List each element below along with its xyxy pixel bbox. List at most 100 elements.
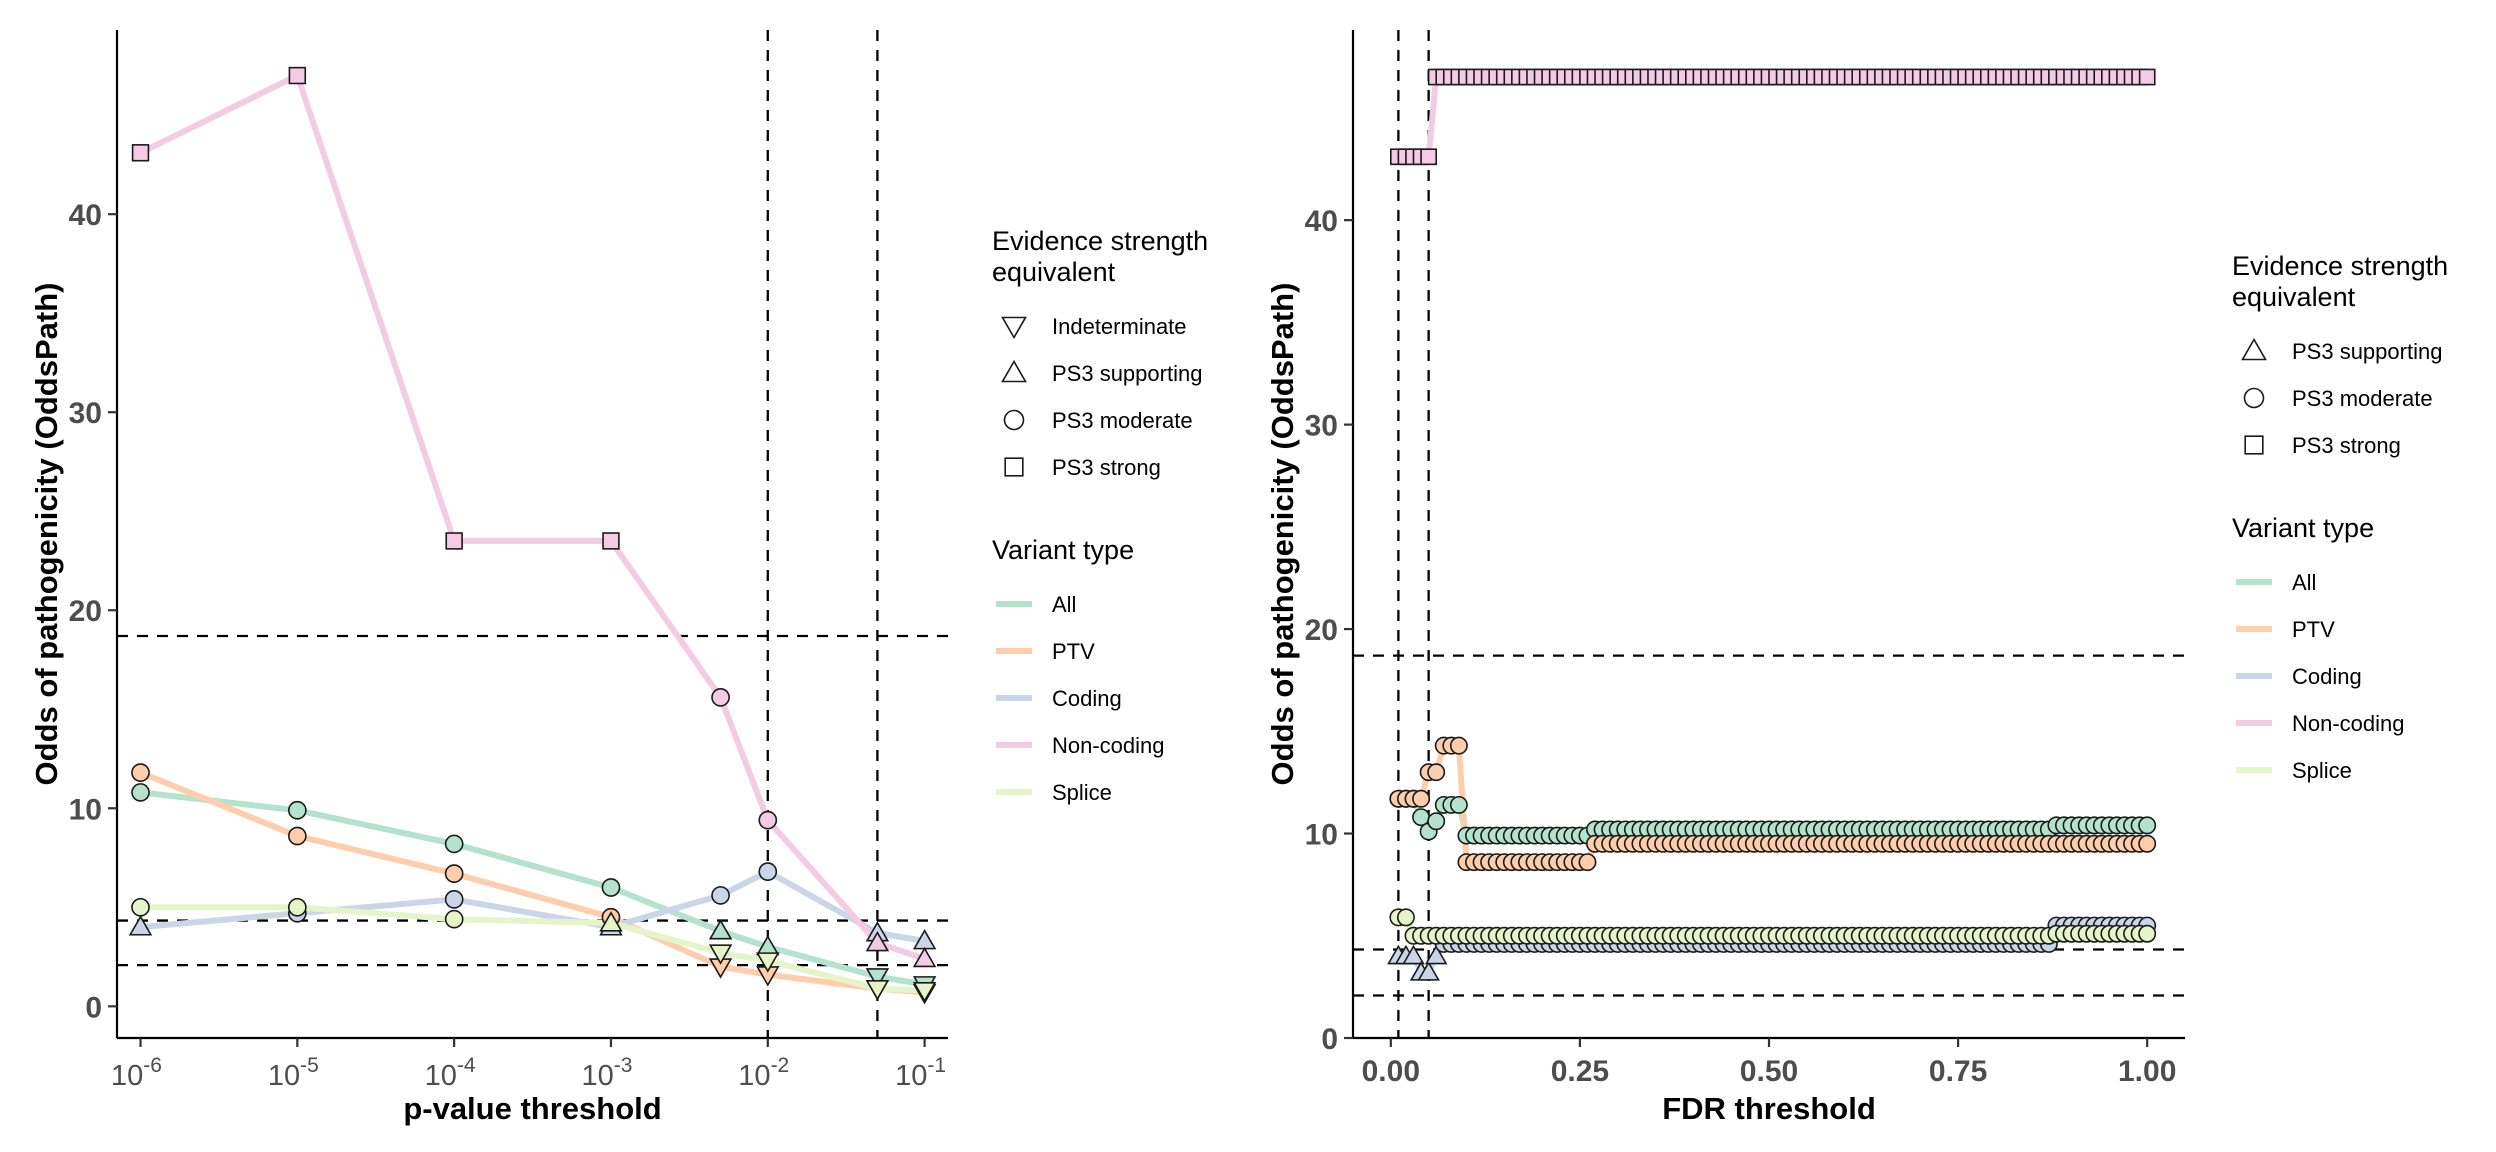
data-point [1449, 795, 1468, 814]
data-point [287, 826, 307, 846]
x-tick-base: 10 [111, 1060, 143, 1092]
legend-key-square [1004, 457, 1024, 477]
data-point [444, 834, 464, 854]
data-point [865, 980, 890, 1001]
series-markers-ptv [131, 763, 937, 1005]
legend-title-evidence: Evidence strength equivalent [2232, 251, 2448, 312]
legend-label: Splice [2292, 758, 2352, 783]
data-point [1412, 789, 1431, 808]
data-point [288, 66, 307, 85]
x-tick-exponent: -2 [771, 1054, 790, 1077]
series-markers-splice [1389, 908, 2157, 945]
legend-label: Non-coding [1052, 733, 1165, 758]
data-point [708, 944, 733, 965]
legend-label: Indeterminate [1052, 314, 1187, 339]
data-point [445, 532, 463, 550]
x-tick-base: 10 [268, 1060, 300, 1092]
data-point [865, 930, 890, 952]
data-point [2138, 68, 2156, 86]
legend-label: PS3 strong [2292, 433, 2401, 458]
y-tick-label: 40 [1305, 205, 1338, 238]
data-point [758, 862, 778, 882]
y-tick-label: 30 [69, 397, 102, 430]
x-tick-base: 10 [425, 1060, 457, 1092]
x-tick-base: 10 [738, 1060, 770, 1092]
data-point [1449, 736, 1468, 755]
data-point [444, 864, 464, 883]
y-tick-label: 10 [1305, 819, 1338, 852]
data-point [1427, 763, 1446, 782]
data-point [287, 800, 307, 820]
series-markers-coding [1387, 916, 2157, 981]
x-tick-label: 0.75 [1929, 1055, 1987, 1088]
data-point [131, 897, 150, 917]
legend-key-square [2244, 435, 2264, 455]
legend-key-circle [2243, 387, 2265, 409]
x-tick-label: 10-3 [581, 1054, 632, 1092]
legend-key-circle [1003, 409, 1025, 431]
data-point [2138, 816, 2157, 835]
legend-title-evidence: Evidence strength equivalent [992, 226, 1208, 287]
data-point [865, 968, 890, 989]
x-tick-label: 0.50 [1740, 1055, 1798, 1088]
legend-label: PS3 moderate [2292, 386, 2433, 411]
data-point [711, 688, 730, 707]
legend-title-line: Evidence strength [2232, 251, 2448, 281]
data-point [1578, 853, 1597, 872]
x-tick-exponent: -4 [457, 1054, 476, 1077]
legend-label: PS3 supporting [1052, 361, 1202, 386]
legend-label: Splice [1052, 780, 1112, 805]
y-tick-label: 20 [1305, 614, 1338, 647]
legend-title-line: equivalent [992, 257, 1116, 287]
data-point [912, 982, 937, 1003]
data-point [1427, 812, 1446, 831]
x-tick-exponent: -1 [927, 1054, 946, 1077]
data-point [601, 878, 621, 897]
y-tick-label: 0 [85, 991, 102, 1024]
series-line-splice [137, 904, 928, 994]
series-line-non-coding [137, 72, 928, 962]
legend-key-triangle-up [1001, 359, 1027, 383]
series-markers-splice [131, 897, 937, 1003]
series-markers-non-coding [1390, 68, 2156, 166]
y-tick-label: 20 [69, 595, 102, 628]
data-point [131, 763, 150, 782]
x-axis-title: FDR threshold [1662, 1091, 1876, 1126]
legend-label: Coding [2292, 664, 2362, 689]
data-point [131, 144, 150, 162]
legend-label: All [1052, 592, 1076, 617]
legend-label: PTV [1052, 639, 1095, 664]
legend-title-line: equivalent [2232, 282, 2356, 312]
data-point [2138, 834, 2157, 853]
x-tick-exponent: -5 [300, 1054, 319, 1077]
y-axis-title: Odds of pathogenicity (OddsPath) [1265, 283, 1300, 786]
legend-title-variant: Variant type [2232, 513, 2374, 543]
y-axis-title: Odds of pathogenicity (OddsPath) [29, 283, 64, 786]
x-tick-label: 10-1 [895, 1054, 946, 1092]
series-line-non-coding [1395, 74, 2151, 160]
x-tick-label: 10-6 [111, 1054, 162, 1092]
data-point [912, 946, 937, 968]
legend-title-line: Evidence strength [992, 226, 1208, 256]
data-point [708, 919, 733, 940]
data-point [602, 532, 620, 550]
legend-label: Coding [1052, 686, 1122, 711]
data-point [1424, 944, 1448, 965]
data-point [758, 810, 778, 830]
legend-label: PS3 strong [1052, 455, 1161, 480]
legend-title-variant: Variant type [992, 535, 1134, 565]
data-point [1396, 908, 1415, 927]
y-tick-label: 40 [69, 199, 102, 232]
x-tick-base: 10 [581, 1060, 613, 1092]
legend: Evidence strength equivalent PS3 supportin… [2232, 251, 2448, 783]
data-point [131, 783, 150, 802]
legend-label: All [2292, 570, 2316, 595]
legend: Evidence strength equivalent Indeterminate… [992, 226, 1208, 805]
x-tick-label: 10-4 [425, 1054, 476, 1092]
legend-key-triangle-down [1001, 316, 1027, 340]
x-tick-label: 1.00 [2118, 1055, 2176, 1088]
series-markers-non-coding [131, 66, 937, 968]
data-point [128, 915, 153, 936]
data-point [444, 909, 464, 929]
